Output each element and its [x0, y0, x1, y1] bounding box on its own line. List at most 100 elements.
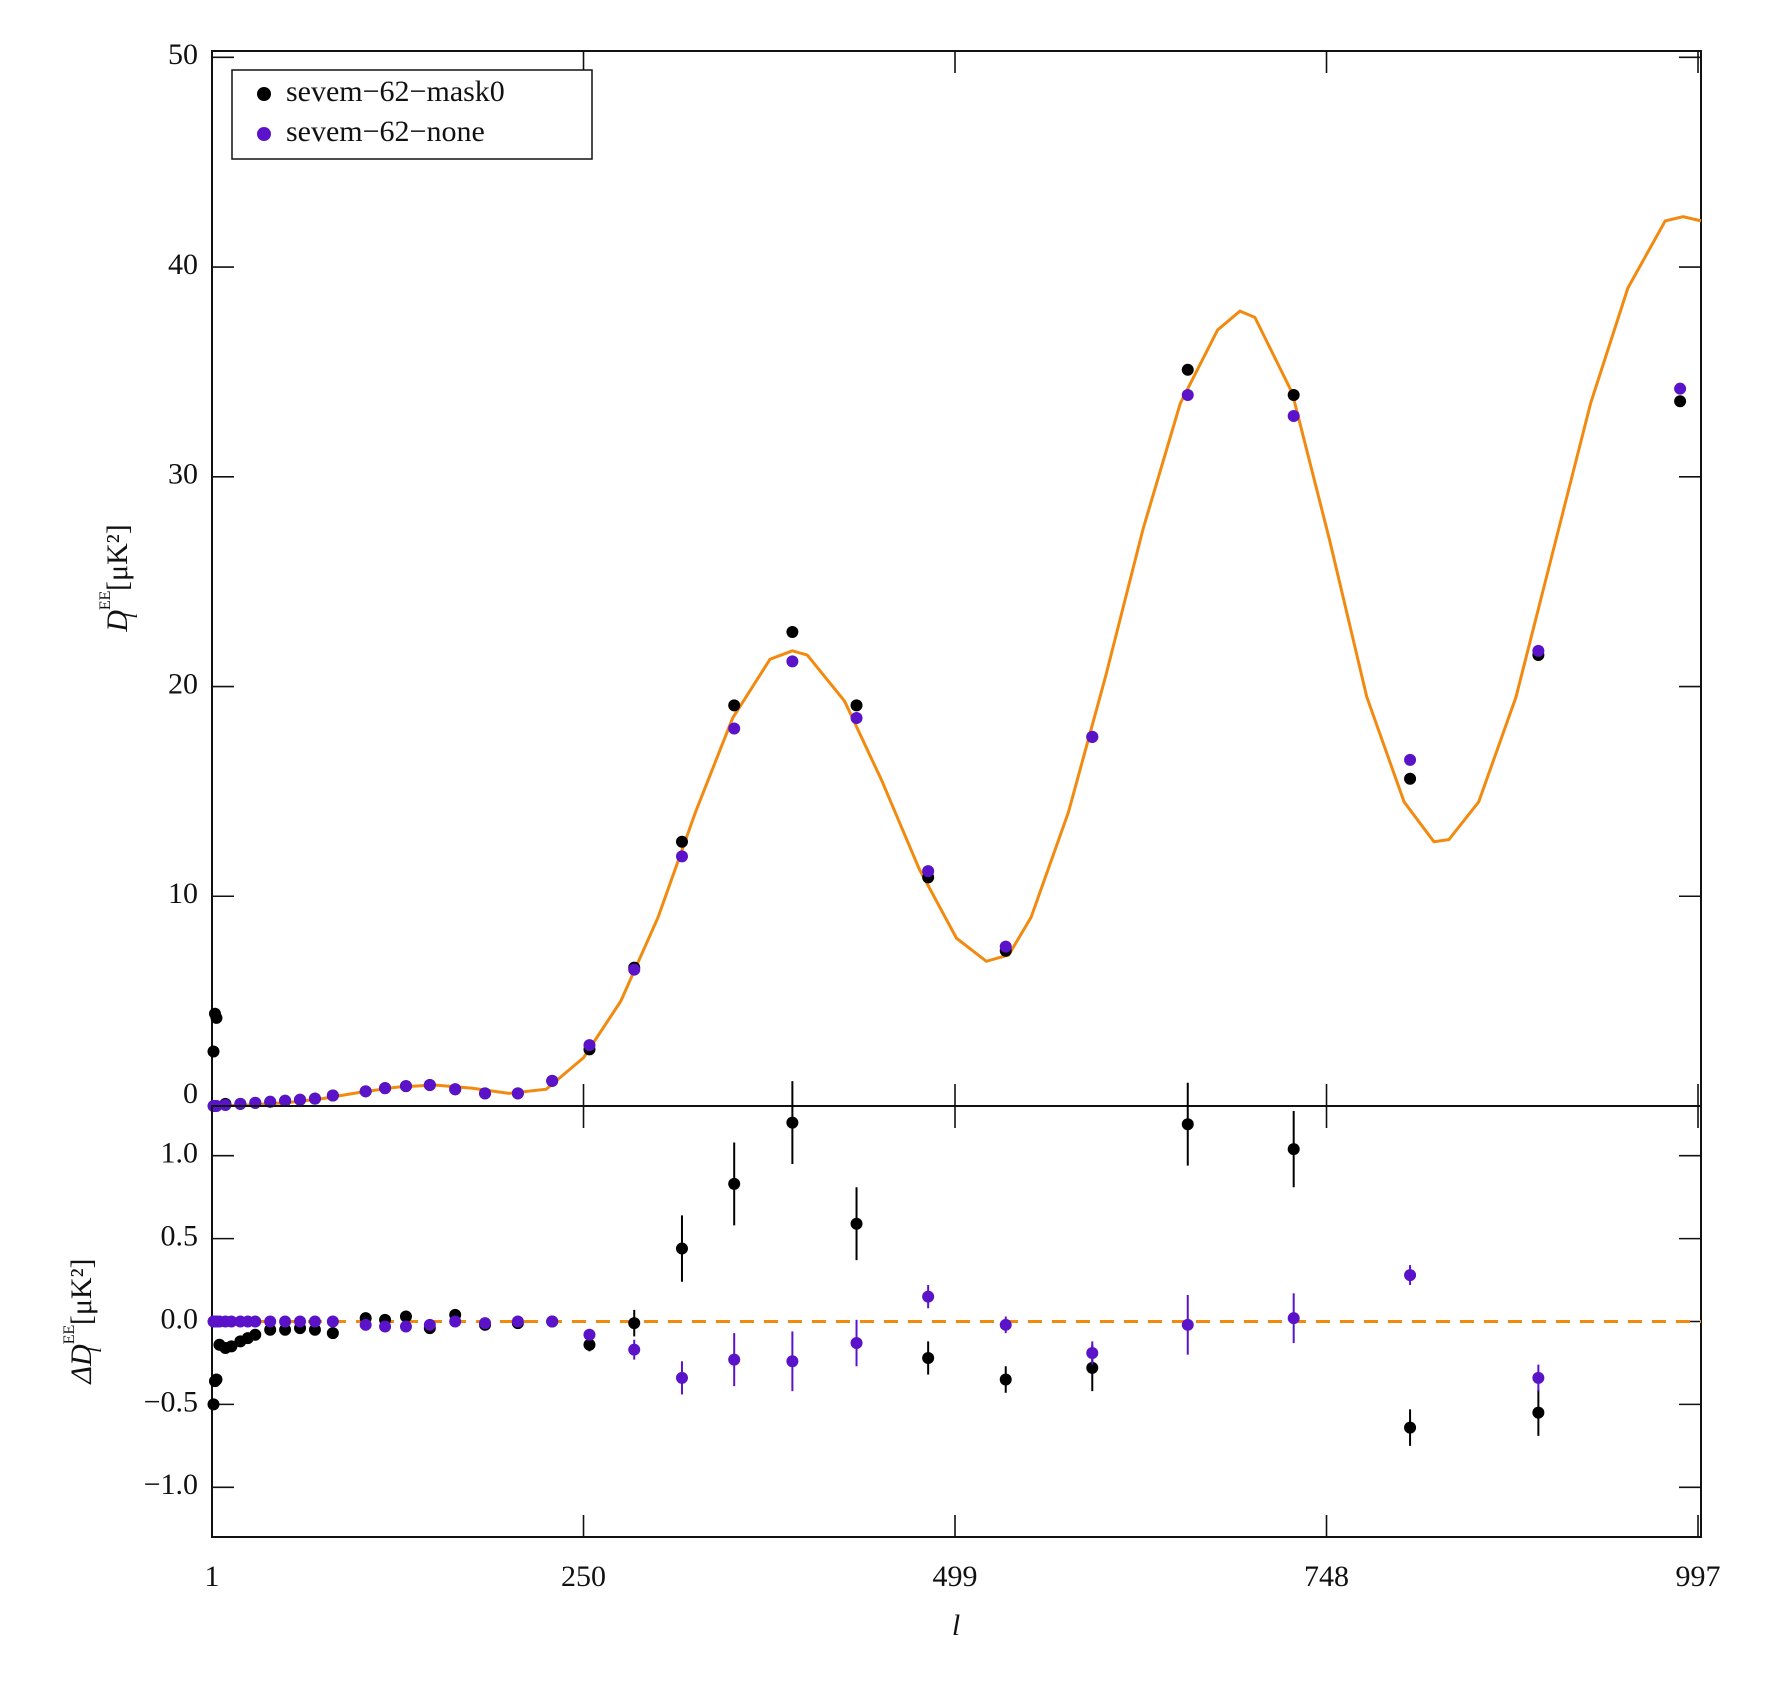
data-point: [850, 1337, 863, 1350]
data-point: [264, 1323, 277, 1336]
y-label-sub: l: [84, 1347, 106, 1353]
data-point: [326, 1327, 339, 1340]
y-label-sub: l: [120, 613, 142, 619]
data-point: [308, 1092, 321, 1105]
data-point: [1086, 730, 1099, 743]
y-tick-label: 50: [168, 38, 198, 71]
data-point: [264, 1095, 277, 1108]
data-point: [922, 1351, 935, 1364]
data-point: [850, 711, 863, 724]
data-point: [999, 1373, 1012, 1386]
legend-label: sevem−62−mask0: [286, 75, 505, 108]
data-point: [308, 1315, 321, 1328]
data-point: [583, 1328, 596, 1341]
data-point: [249, 1328, 262, 1341]
x-tick-label: 499: [933, 1560, 978, 1593]
data-point: [449, 1315, 462, 1328]
data-point: [999, 940, 1012, 953]
data-point: [225, 1315, 238, 1328]
data-point: [207, 1398, 220, 1411]
data-point: [326, 1315, 339, 1328]
y-tick-label: 0: [183, 1077, 198, 1110]
data-point: [1404, 1269, 1417, 1282]
data-point: [1404, 1421, 1417, 1434]
data-point: [1674, 382, 1687, 395]
data-point: [1181, 1318, 1194, 1331]
data-point: [1674, 395, 1687, 408]
data-point: [546, 1315, 559, 1328]
data-point: [786, 1116, 799, 1129]
y-label-unit: [μK²]: [65, 1258, 98, 1325]
y-tick-label: 40: [168, 248, 198, 281]
y-label-symbol: ΔD: [65, 1344, 98, 1385]
legend-marker: [257, 87, 271, 101]
x-axis-label: l: [952, 1609, 960, 1642]
data-point: [728, 1177, 741, 1190]
y-tick-label: −1.0: [144, 1468, 198, 1501]
data-point: [1287, 388, 1300, 401]
data-point: [1287, 409, 1300, 422]
data-point: [449, 1083, 462, 1096]
data-point: [583, 1338, 596, 1351]
data-point: [379, 1082, 392, 1095]
data-point: [1086, 1361, 1099, 1374]
data-point: [628, 1317, 641, 1330]
y-axis-label: DEE l [μK²]: [97, 524, 142, 633]
y-tick-label: 1.0: [161, 1137, 199, 1170]
data-point: [1532, 644, 1545, 657]
data-point: [1404, 753, 1417, 766]
y-tick-label: 10: [168, 877, 198, 910]
data-point: [728, 699, 741, 712]
x-tick-label: 997: [1676, 1560, 1721, 1593]
data-point: [294, 1315, 307, 1328]
data-point: [1287, 1312, 1300, 1325]
data-point: [294, 1093, 307, 1106]
x-tick-label: 250: [561, 1560, 606, 1593]
data-point: [999, 1318, 1012, 1331]
data-point: [225, 1340, 238, 1353]
data-point: [210, 1011, 223, 1024]
x-tick-label: 748: [1304, 1560, 1349, 1593]
data-point: [728, 1353, 741, 1366]
data-point: [308, 1323, 321, 1336]
data-point: [1287, 1143, 1300, 1156]
y-tick-label: 20: [168, 667, 198, 700]
data-point: [249, 1096, 262, 1109]
data-point: [850, 699, 863, 712]
data-point: [1181, 363, 1194, 376]
data-point: [210, 1373, 223, 1386]
data-point: [786, 625, 799, 638]
data-point: [1532, 1371, 1545, 1384]
data-point: [326, 1089, 339, 1102]
data-point: [264, 1315, 277, 1328]
y-label-sup: EE: [61, 1325, 78, 1345]
data-point: [1086, 1346, 1099, 1359]
data-point: [207, 1045, 220, 1058]
y-tick-label: 30: [168, 458, 198, 491]
data-point: [675, 1242, 688, 1255]
data-point: [479, 1087, 492, 1100]
data-point: [249, 1315, 262, 1328]
y-tick-label: 0.0: [161, 1302, 199, 1335]
legend-label: sevem−62−none: [286, 115, 485, 148]
x-tick-label: 1: [205, 1560, 220, 1593]
data-point: [379, 1320, 392, 1333]
data-point: [359, 1318, 372, 1331]
y-tick-label: −0.5: [144, 1385, 198, 1418]
y-label-unit: [μK²]: [101, 524, 134, 591]
plot-frame: [211, 50, 1702, 1107]
data-point: [511, 1087, 524, 1100]
y-axis-label: ΔDEE l [μK²]: [61, 1258, 106, 1384]
data-point: [279, 1094, 292, 1107]
data-point: [546, 1074, 559, 1087]
data-point: [628, 963, 641, 976]
data-point: [675, 835, 688, 848]
data-point: [1404, 772, 1417, 785]
data-point: [1181, 388, 1194, 401]
legend-marker: [257, 127, 271, 141]
data-point: [399, 1310, 412, 1323]
model-curve: [211, 215, 1702, 1108]
data-point: [675, 850, 688, 863]
data-point: [1181, 1118, 1194, 1131]
